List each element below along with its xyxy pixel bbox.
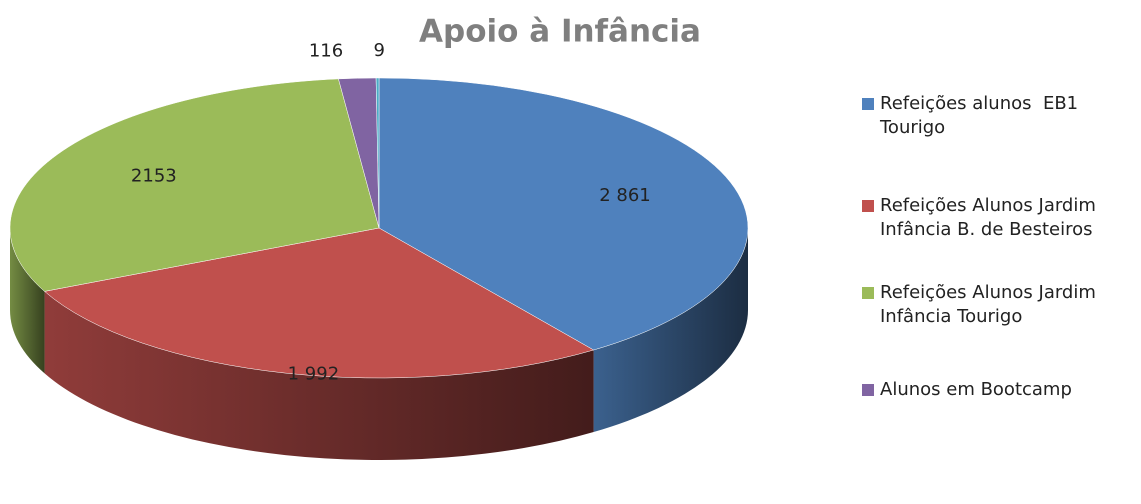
data-label: 1 992 [288, 364, 340, 385]
legend-label: Refeições Alunos Jardim Infância Tourigo [880, 282, 1102, 327]
legend-swatch [862, 200, 874, 212]
slice-side [44, 291, 594, 460]
legend-item: Alunos em Bootcamp [862, 378, 1132, 402]
chart-title: Apoio à Infância [419, 14, 701, 50]
legend-label: Alunos em Bootcamp [880, 379, 1072, 400]
slice [375, 77, 380, 229]
legend-item: Refeições Alunos Jardim Infância B. de B… [862, 194, 1132, 242]
legend-swatch [862, 287, 874, 299]
data-label: 116 [309, 40, 343, 61]
slice-side [593, 228, 748, 433]
data-label: 2153 [131, 166, 177, 187]
legend-label: Refeições Alunos Jardim Infância B. de B… [880, 195, 1102, 240]
data-label: 2 861 [599, 185, 651, 206]
slice-side [10, 228, 45, 374]
slice [378, 77, 749, 351]
data-label: 9 [374, 40, 385, 61]
slice [9, 78, 380, 292]
legend-swatch [862, 98, 874, 110]
legend-swatch [862, 384, 874, 396]
legend-item: Refeições Alunos Jardim Infância Tourigo [862, 281, 1132, 329]
legend-label: Refeições alunos EB1 Tourigo [880, 93, 1084, 138]
legend-item: Refeições alunos EB1 Tourigo [862, 92, 1132, 140]
